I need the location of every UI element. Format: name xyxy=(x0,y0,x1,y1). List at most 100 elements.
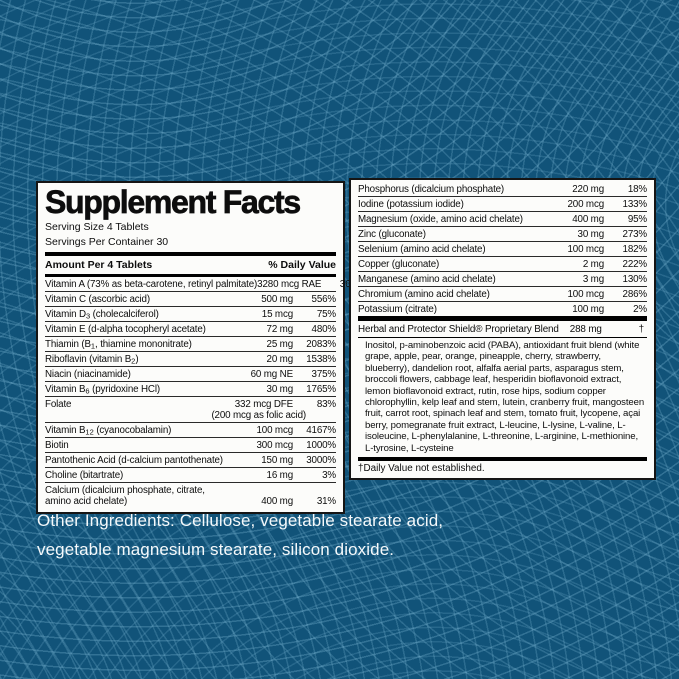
table-row: Vitamin A (73% as beta-carotene, retinyl… xyxy=(45,277,364,293)
table-row: Calcium (dicalcium phosphate, citrate, a… xyxy=(45,483,336,508)
other-ingredients-line-1: Other Ingredients: Cellulose, vegetable … xyxy=(37,511,444,530)
nutrient-amount: 15 mcg xyxy=(261,308,293,320)
nutrient-daily-value: 3% xyxy=(322,469,336,481)
nutrient-name: Zinc (gluconate) xyxy=(358,228,426,240)
nutrient-name: Calcium (dicalcium phosphate, citrate, a… xyxy=(45,484,205,507)
nutrient-amount: 400 mg xyxy=(572,213,604,225)
nutrient-name: Manganese (amino acid chelate) xyxy=(358,273,496,285)
nutrient-amount: 25 mg xyxy=(266,338,294,350)
daily-value-footnote: †Daily Value not established. xyxy=(358,457,647,475)
table-row: Vitamin C (ascorbic acid) 500 mg 556% xyxy=(45,292,336,308)
nutrient-amount: 100 mcg xyxy=(567,288,604,300)
nutrient-amount: 3280 mcg RAE xyxy=(257,278,322,290)
amount-per-header: Amount Per 4 Tablets xyxy=(45,259,153,272)
nutrient-name: Vitamin C (ascorbic acid) xyxy=(45,293,150,305)
nutrient-name: Vitamin B12 (cyanocobalamin) xyxy=(45,424,172,437)
servings-per-container: Servings Per Container 30 xyxy=(45,235,169,248)
table-row: Iodine (potassium iodide) 200 mcg 133% xyxy=(358,197,647,212)
nutrient-name: Niacin (niacinamide) xyxy=(45,368,131,380)
nutrient-name: Riboflavin (vitamin B2) xyxy=(45,353,139,366)
nutrient-amount: 200 mcg xyxy=(567,198,604,210)
nutrient-name: Iodine (potassium iodide) xyxy=(358,198,464,210)
nutrient-amount: 2 mg xyxy=(582,258,604,270)
supplement-facts-panel-right: Phosphorus (dicalcium phosphate) 220 mg 18… xyxy=(349,178,656,481)
nutrient-name: Phosphorus (dicalcium phosphate) xyxy=(358,183,505,195)
nutrient-daily-value: 18% xyxy=(627,183,647,195)
other-ingredients-line-2: vegetable magnesium stearate, silicon di… xyxy=(37,539,395,559)
nutrient-amount: 30 mg xyxy=(266,383,294,395)
nutrient-amount: 72 mg xyxy=(266,323,294,335)
table-column-header: Amount Per 4 Tablets % Daily Value xyxy=(45,252,336,278)
nutrient-daily-value: 2083% xyxy=(306,338,336,350)
table-row: Choline (bitartrate) 16 mg 3% xyxy=(45,468,336,484)
nutrient-daily-value: 1538% xyxy=(306,353,336,365)
nutrient-daily-value: 480% xyxy=(311,323,337,335)
table-row: Biotin 300 mcg 1000% xyxy=(45,438,336,454)
nutrient-amount: 332 mcg DFE xyxy=(234,398,293,410)
nutrient-daily-value: 130% xyxy=(622,273,648,285)
serving-size: Serving Size 4 Tablets xyxy=(45,221,149,234)
nutrient-daily-value: 375% xyxy=(311,368,337,380)
nutrient-daily-value: 31% xyxy=(316,495,336,507)
table-row: Vitamin B6 (pyridoxine HCl) 30 mg 1765% xyxy=(45,382,336,398)
table-row: Vitamin E (d-alpha tocopheryl acetate) 72… xyxy=(45,322,337,338)
table-row: Vitamin D3 (cholecalciferol) 15 mcg 75% xyxy=(45,307,336,323)
table-row: Copper (gluconate) 2 mg 222% xyxy=(358,257,647,272)
nutrient-daily-value: 83% xyxy=(316,398,336,410)
nutrient-name: Folate xyxy=(45,398,72,410)
dagger-symbol: † xyxy=(638,324,645,335)
nutrient-name: Pantothenic Acid (d-calcium pantothenate… xyxy=(45,454,223,466)
nutrient-daily-value: 286% xyxy=(622,288,648,300)
nutrient-daily-value: 182% xyxy=(622,243,648,255)
table-row: Riboflavin (vitamin B2) 20 mg 1538% xyxy=(45,352,336,368)
nutrient-amount: 150 mg xyxy=(261,454,293,466)
supplement-facts-title: Supplement Facts xyxy=(45,184,302,220)
nutrient-daily-value: 1000% xyxy=(306,439,336,451)
table-row: Chromium (amino acid chelate) 100 mcg 286% xyxy=(358,287,647,302)
nutrient-amount: 20 mg xyxy=(266,353,294,365)
nutrient-name: Choline (bitartrate) xyxy=(45,469,124,481)
nutrient-name: Chromium (amino acid chelate) xyxy=(358,288,490,300)
nutrient-daily-value: 3000% xyxy=(306,454,336,466)
nutrient-amount: 400 mg xyxy=(261,495,293,507)
table-row: Pantothenic Acid (d-calcium pantothenate… xyxy=(45,453,336,469)
proprietary-blend-name: Herbal and Protector Shield® Proprietary… xyxy=(358,324,559,335)
proprietary-blend-description: Inositol, p-aminobenzoic acid (PABA), an… xyxy=(365,340,645,454)
nutrient-amount: 500 mg xyxy=(261,293,293,305)
nutrient-daily-value: 133% xyxy=(622,198,648,210)
table-row: Selenium (amino acid chelate) 100 mcg 182% xyxy=(358,242,647,257)
nutrient-name: Biotin xyxy=(45,439,69,451)
other-ingredients-text: Other Ingredients: Cellulose, vegetable … xyxy=(37,507,443,564)
table-row: Zinc (gluconate) 30 mg 273% xyxy=(358,227,647,242)
table-row: Manganese (amino acid chelate) 3 mg 130% xyxy=(358,272,647,287)
nutrient-table-left: Vitamin A (73% as beta-carotene, retinyl… xyxy=(45,277,364,508)
table-row: Magnesium (oxide, amino acid chelate) 400… xyxy=(358,212,647,227)
nutrient-daily-value: 95% xyxy=(627,213,647,225)
proprietary-blend-amount: 288 mg xyxy=(569,324,602,335)
nutrient-amount: 60 mg NE xyxy=(250,368,294,380)
nutrient-name: Magnesium (oxide, amino acid chelate) xyxy=(358,213,523,225)
table-row: Niacin (niacinamide) 60 mg NE 375% xyxy=(45,367,337,383)
supplement-facts-panel-left: Supplement Facts Serving Size 4 Tablets … xyxy=(36,181,364,515)
nutrient-daily-value: 75% xyxy=(316,308,336,320)
nutrient-amount: 100 mg xyxy=(572,303,604,315)
table-row: Vitamin B12 (cyanocobalamin) 100 mcg 4167% xyxy=(45,423,336,439)
nutrient-name: Vitamin E (d-alpha tocopheryl acetate) xyxy=(45,323,206,335)
nutrient-table-right: Phosphorus (dicalcium phosphate) 220 mg 18… xyxy=(358,182,647,316)
nutrient-name: Vitamin B6 (pyridoxine HCl) xyxy=(45,383,160,396)
nutrient-name: Thiamin (B1, thiamine mononitrate) xyxy=(45,338,192,351)
nutrient-amount: 3 mg xyxy=(582,273,604,285)
proprietary-blend-row: Herbal and Protector Shield® Proprietary… xyxy=(358,316,647,338)
nutrient-amount: 16 mg xyxy=(266,469,294,481)
nutrient-name: Selenium (amino acid chelate) xyxy=(358,243,486,255)
nutrient-note: (200 mcg as folic acid) xyxy=(211,409,306,421)
nutrient-daily-value: 222% xyxy=(622,258,648,270)
nutrient-name: Copper (gluconate) xyxy=(358,258,440,270)
nutrient-amount: 30 mg xyxy=(577,228,605,240)
nutrient-name: Vitamin A (73% as beta-carotene, retinyl… xyxy=(45,278,258,290)
nutrient-amount: 100 mcg xyxy=(256,424,293,436)
table-row: Folate 332 mcg DFE 83% (200 mcg as folic ac… xyxy=(45,397,336,424)
table-row: Phosphorus (dicalcium phosphate) 220 mg 18… xyxy=(358,182,647,197)
nutrient-amount: 100 mcg xyxy=(567,243,604,255)
